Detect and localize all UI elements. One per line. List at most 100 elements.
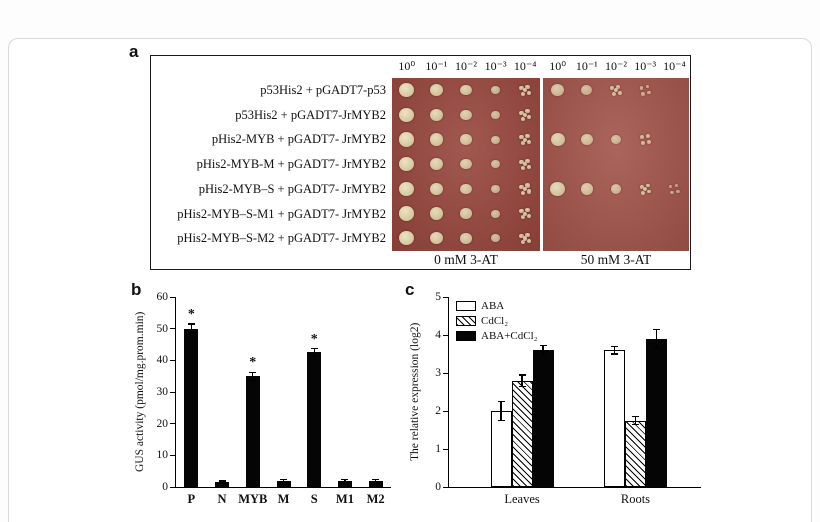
yeast-spot [525, 183, 530, 188]
error-bar [655, 329, 658, 349]
error-bar-cap [631, 423, 639, 425]
error-bar-cap [518, 374, 526, 376]
yeast-spot [519, 110, 524, 115]
x-category-label: M [277, 492, 290, 506]
yeast-spot [676, 189, 680, 194]
dilution-label: 10⁻⁴ [513, 59, 537, 73]
error-bar-cap [497, 419, 505, 422]
yeast-spot [523, 88, 528, 93]
yeast-spot [526, 189, 531, 194]
yeast-spot [580, 183, 593, 195]
yeast-spot [520, 91, 525, 96]
error-bar-cap [518, 385, 526, 387]
yeast-spot [520, 190, 525, 195]
error-bar-cap [497, 400, 505, 403]
panel-c-label: c [405, 280, 415, 299]
bar-Leaves-CdCl₂ [511, 380, 533, 487]
y-axis-tick [170, 423, 175, 425]
construct-labels: p53His2 + pGADT7-p53 p53His2 + pGADT7-JrM… [151, 56, 690, 269]
yeast-spot [520, 240, 525, 245]
yeast-spot [520, 215, 525, 220]
legend-label: ABA [481, 300, 505, 312]
yeast-spot [670, 191, 674, 195]
significance-asterisk: * [310, 331, 318, 347]
yeast-spot [551, 83, 565, 97]
yeast-spot [519, 159, 524, 165]
y-axis-tick [170, 486, 175, 488]
yeast-spot [491, 234, 500, 243]
dilution-label: 10⁻¹ [575, 59, 598, 73]
yeast-spot [519, 135, 524, 140]
x-category-label: M2 [366, 492, 385, 506]
yeast-spot [526, 90, 531, 95]
y-axis-tick-label: 40 [156, 354, 169, 367]
yeast-spot [526, 115, 531, 120]
yeast-spot [520, 116, 525, 121]
yeast-spot [460, 134, 472, 145]
y-axis-tick-label: 50 [156, 322, 169, 335]
yeast-spot [645, 183, 650, 188]
x-category-label: Roots [620, 492, 651, 506]
yeast-spot [523, 112, 528, 117]
yeast-spot [460, 183, 472, 195]
bar-P [184, 328, 199, 487]
yeast-spot [610, 184, 622, 194]
error-bar-cap [249, 371, 257, 373]
yeast-spot [429, 207, 443, 220]
y-axis-tick-label: 0 [162, 481, 168, 493]
error-bar-cap [218, 482, 226, 485]
yeast-spot [639, 184, 644, 189]
construct-label: pHis2-MYB–S-M1 + pGADT7- JrMYB2 [177, 206, 386, 221]
y-axis-tick-label: 0 [435, 481, 441, 493]
yeast-spot [525, 84, 530, 89]
yeast-spot [640, 141, 645, 146]
construct-label: pHis2-MYB–S-M2 + pGADT7- JrMYB2 [177, 231, 386, 246]
yeast-spot [525, 109, 530, 114]
error-bar [634, 416, 637, 425]
yeast-spot [519, 209, 524, 214]
y-axis-tick [170, 359, 175, 361]
plate-50mM-3AT [543, 78, 689, 251]
gus-activity-bar-chart: 0 10 20 30 40 50 60 * P N * MYB M * S M1 M2 [157, 291, 391, 506]
yeast-spot [399, 132, 415, 147]
error-bar-cap [249, 379, 257, 381]
yeast-spot [639, 135, 644, 140]
y-axis-tick [443, 486, 448, 488]
y-axis-tick [443, 334, 448, 336]
y-axis-tick-label: 4 [435, 329, 441, 341]
error-bar-cap [187, 332, 195, 335]
yeast-spot [525, 208, 530, 213]
yeast-spot [526, 238, 531, 243]
yeast-spot [429, 232, 443, 245]
yeast-spot [645, 134, 650, 138]
y-axis-tick-label: 30 [156, 386, 169, 398]
legend-swatch-black [456, 331, 476, 341]
bar-S [307, 352, 322, 487]
y-axis-tick [170, 296, 175, 298]
y-axis-tick-label: 3 [435, 367, 441, 379]
error-bar-cap [187, 323, 195, 325]
dilution-label: 10⁻⁴ [663, 59, 686, 73]
yeast-spot [647, 91, 651, 95]
yeast-spot [643, 187, 648, 192]
chart-c-y-axis-label: The relative expression (log2) [409, 322, 421, 462]
error-bar-cap [539, 345, 547, 347]
yeast-spot [611, 134, 621, 145]
error-bar-cap [310, 355, 318, 357]
yeast-spot [429, 133, 443, 146]
yeast-spot [399, 157, 415, 172]
error-bar [313, 348, 315, 357]
y-axis-tick [170, 454, 175, 456]
y-axis-tick-label: 20 [156, 417, 169, 430]
yeast-spot [491, 135, 500, 144]
yeast-spot [580, 133, 593, 146]
error-bar [190, 323, 192, 334]
yeast-spot [429, 182, 443, 196]
yeast-spot [613, 88, 619, 93]
dilution-label: 10⁻³ [634, 59, 657, 73]
error-bar [521, 374, 523, 387]
yeast-spot [646, 189, 651, 194]
plate-caption-50mM: 50 mM 3-AT [580, 252, 652, 267]
legend-entry: ABA [456, 299, 538, 313]
construct-label: pHis2-MYB–S + pGADT7- JrMYB2 [198, 181, 386, 196]
